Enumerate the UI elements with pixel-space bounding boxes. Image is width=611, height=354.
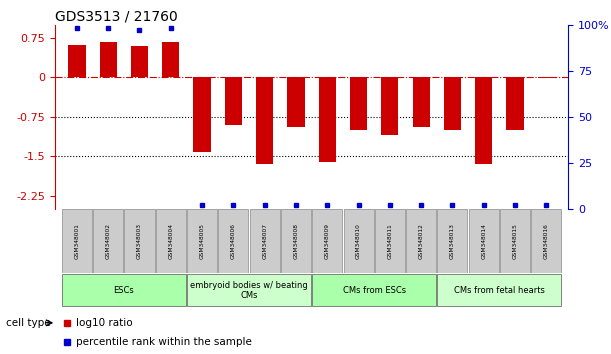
Bar — [469, 209, 499, 273]
Bar — [343, 209, 373, 273]
Bar — [93, 209, 123, 273]
Text: GSM348008: GSM348008 — [293, 223, 298, 259]
Bar — [538, 78, 555, 79]
Bar — [225, 78, 242, 125]
Bar — [412, 78, 430, 127]
Text: GSM348001: GSM348001 — [75, 223, 79, 259]
Text: GSM348011: GSM348011 — [387, 223, 392, 258]
Bar — [62, 274, 186, 306]
Bar — [187, 274, 311, 306]
Bar — [532, 209, 562, 273]
Text: GSM348007: GSM348007 — [262, 223, 267, 259]
Bar — [281, 209, 311, 273]
Bar — [507, 78, 524, 130]
Bar — [125, 209, 155, 273]
Bar — [406, 209, 436, 273]
Bar — [381, 78, 398, 135]
Text: ESCs: ESCs — [114, 286, 134, 295]
Bar — [156, 209, 186, 273]
Bar — [62, 209, 92, 273]
Text: GSM348005: GSM348005 — [200, 223, 205, 259]
Bar — [68, 45, 86, 78]
Text: GSM348016: GSM348016 — [544, 223, 549, 258]
Bar — [287, 78, 304, 127]
Text: GSM348015: GSM348015 — [513, 223, 518, 259]
Text: GSM348006: GSM348006 — [231, 223, 236, 259]
Bar — [375, 209, 405, 273]
Bar — [218, 209, 249, 273]
Bar — [312, 209, 342, 273]
Text: GSM348002: GSM348002 — [106, 223, 111, 259]
Bar — [131, 46, 148, 78]
Bar — [312, 274, 436, 306]
Bar — [319, 78, 336, 161]
Text: CMs from ESCs: CMs from ESCs — [343, 286, 406, 295]
Bar — [187, 209, 217, 273]
Text: GSM348009: GSM348009 — [325, 223, 330, 259]
Text: percentile rank within the sample: percentile rank within the sample — [76, 337, 252, 347]
Text: embryoid bodies w/ beating
CMs: embryoid bodies w/ beating CMs — [190, 281, 308, 300]
Text: GSM348003: GSM348003 — [137, 223, 142, 259]
Text: GSM348014: GSM348014 — [481, 223, 486, 259]
Bar — [256, 78, 273, 164]
Bar — [350, 78, 367, 130]
Text: GDS3513 / 21760: GDS3513 / 21760 — [55, 10, 178, 24]
Bar — [250, 209, 280, 273]
Bar — [437, 209, 467, 273]
Bar — [100, 42, 117, 78]
Bar — [500, 209, 530, 273]
Bar — [444, 78, 461, 130]
Text: GSM348013: GSM348013 — [450, 223, 455, 259]
Text: GSM348012: GSM348012 — [419, 223, 423, 259]
Bar — [194, 78, 211, 152]
Text: log10 ratio: log10 ratio — [76, 318, 133, 328]
Text: CMs from fetal hearts: CMs from fetal hearts — [454, 286, 545, 295]
Text: cell type: cell type — [6, 318, 51, 328]
Text: GSM348004: GSM348004 — [168, 223, 174, 259]
Bar — [475, 78, 492, 164]
Text: GSM348010: GSM348010 — [356, 223, 361, 259]
Bar — [437, 274, 562, 306]
Bar — [162, 42, 180, 78]
